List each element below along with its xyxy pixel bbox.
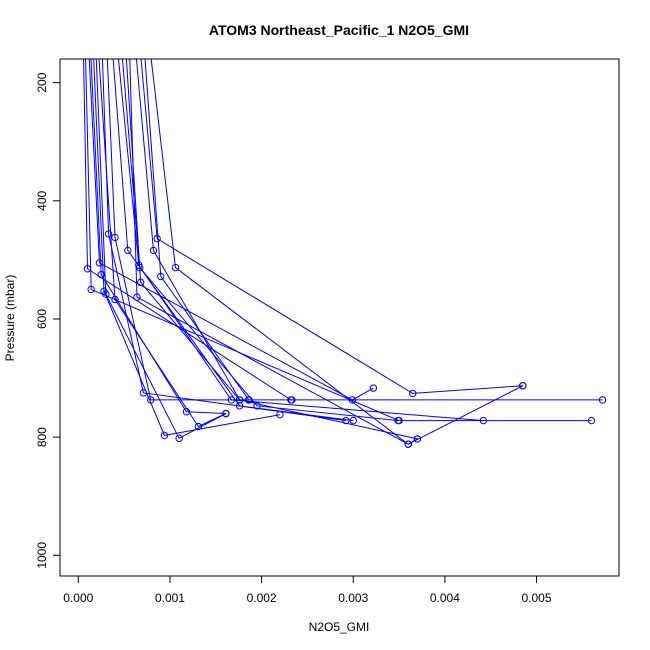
x-tick-label: 0.003 [338, 591, 368, 605]
series-line [150, 59, 418, 445]
data-point [149, 246, 158, 255]
data-point [111, 233, 119, 242]
data-point [147, 396, 155, 404]
series-line [93, 59, 281, 436]
y-axis-label: Pressure (mbar) [3, 275, 17, 362]
y-tick-label: 800 [35, 427, 49, 447]
data-point [245, 396, 253, 404]
data-point [519, 382, 527, 390]
profile-series [88, 59, 378, 404]
data-point [102, 290, 110, 298]
profile-series [129, 59, 527, 448]
x-tick-label: 0.002 [247, 591, 277, 605]
series-line [129, 59, 524, 445]
data-point [139, 389, 148, 397]
series-line [85, 59, 592, 422]
profile-series [144, 59, 296, 404]
profile-series [135, 59, 422, 443]
data-point [87, 285, 95, 294]
y-tick-label: 1000 [35, 542, 49, 569]
series-line [106, 59, 249, 401]
series-line [135, 59, 418, 440]
data-point [160, 431, 169, 440]
data-point [479, 416, 488, 425]
data-point [157, 272, 165, 281]
data-point [253, 402, 261, 410]
x-tick-label: 0.001 [155, 591, 185, 605]
y-tick-label: 400 [35, 190, 49, 210]
data-point [404, 440, 412, 448]
profile-series [150, 59, 422, 448]
series-line [144, 59, 292, 401]
series-line [95, 59, 227, 440]
data-point [194, 422, 203, 431]
series-line [101, 59, 346, 422]
data-point [104, 230, 113, 238]
x-axis: 0.000 0.001 0.002 0.003 0.004 0.005 [63, 575, 552, 605]
data-point [349, 416, 357, 425]
data-point [288, 396, 296, 404]
data-point [369, 384, 378, 392]
data-point [235, 396, 244, 404]
chart-title: ATOM3 Northeast_Pacific_1 N2O5_GMI [209, 22, 469, 38]
y-axis: 200 400 600 800 1000 [35, 72, 61, 569]
data-point [222, 409, 230, 418]
data-point [124, 246, 132, 255]
series-line [112, 59, 354, 422]
x-axis-label: N2O5_GMI [309, 620, 370, 634]
x-tick-label: 0.004 [430, 591, 460, 605]
series-line [121, 59, 399, 422]
data-point [413, 435, 422, 443]
data-point [598, 396, 607, 404]
data-point [342, 416, 350, 425]
profile-series [90, 59, 230, 418]
series-line [98, 59, 227, 428]
data-point [111, 295, 119, 304]
data-point [394, 416, 402, 425]
series-line [83, 59, 603, 401]
profile-series [85, 59, 596, 425]
x-tick-label: 0.005 [522, 591, 552, 605]
profile-series [98, 59, 230, 431]
y-tick-label: 200 [35, 72, 49, 92]
profile-series [83, 59, 607, 404]
x-tick-label: 0.000 [63, 591, 93, 605]
series-line [140, 59, 523, 394]
data-point [136, 278, 145, 287]
series-line [88, 59, 374, 401]
data-point [153, 234, 161, 243]
data-point [97, 270, 105, 279]
profile-series [140, 59, 527, 398]
series-layer [83, 59, 607, 448]
series-line [117, 59, 484, 422]
data-point [171, 263, 180, 272]
data-point [409, 389, 417, 398]
profile-series [93, 59, 284, 440]
data-point [587, 416, 596, 425]
data-point [227, 396, 236, 404]
data-point [133, 293, 141, 301]
y-tick-label: 600 [35, 309, 49, 329]
data-point [175, 434, 183, 443]
